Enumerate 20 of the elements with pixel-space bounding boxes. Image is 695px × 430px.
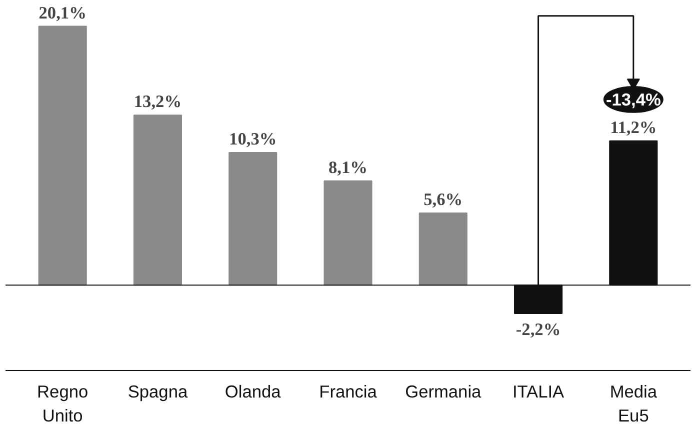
data-label: 8,1%: [328, 158, 368, 177]
x-tick-label: Regno Unito: [37, 382, 88, 426]
data-label: 13,2%: [134, 92, 182, 112]
data-label: 11,2%: [610, 118, 657, 137]
annotation: -13,4%: [606, 89, 661, 110]
x-tick-label: ITALIA: [512, 382, 565, 402]
x-tick-label: Media Eu5: [610, 382, 658, 426]
x-tick-label: Germania: [405, 382, 482, 402]
data-label: -2,2%: [516, 320, 561, 339]
data-label: 20,1%: [38, 3, 86, 22]
x-tick-label: Spagna: [128, 382, 188, 402]
bar: [324, 180, 372, 286]
bar: [38, 26, 87, 286]
data-label: 10,3%: [229, 130, 277, 149]
x-tick-label: Olanda: [224, 382, 282, 402]
x-tick-label: Francia: [319, 382, 378, 402]
bar: [133, 114, 182, 286]
bar: [418, 212, 468, 286]
bar: [228, 152, 278, 286]
data-label: 5,6%: [424, 190, 463, 210]
